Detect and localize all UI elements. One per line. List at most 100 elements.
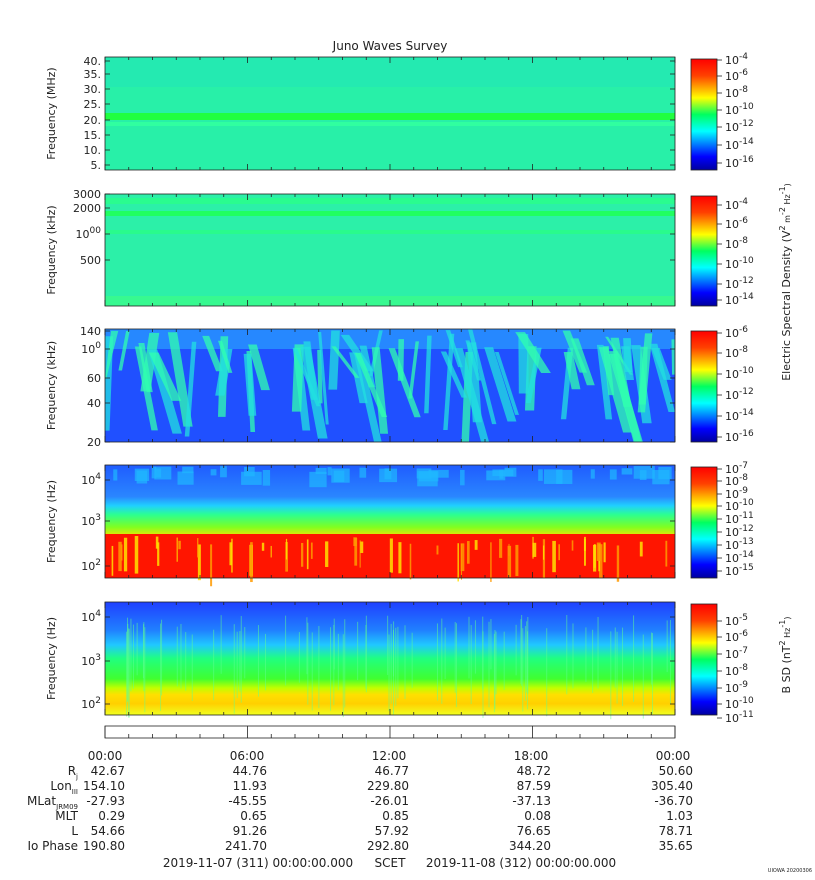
ephemeris-value: 91.26 [233, 824, 267, 838]
ephemeris-value: 87.59 [517, 779, 551, 793]
time-axis [104, 725, 676, 739]
colorbar-tick-label: 10-14 [725, 137, 754, 152]
ytick-label: 5. [91, 159, 102, 172]
time-label: 00:00 [88, 749, 123, 763]
ephemeris-value: -26.01 [370, 794, 409, 808]
ephemeris-value: 78.71 [659, 824, 693, 838]
colorbar-tick-label: 10-8 [725, 85, 748, 100]
time-label: 00:00 [656, 749, 691, 763]
footer-end-time: 2019-11-08 (312) 00:00:00.000 [426, 856, 616, 870]
colorbar-3: 10-6 10-8 10-10 10-12 10-14 10-16 [690, 325, 754, 444]
ephemeris-value: 241.70 [225, 839, 267, 853]
footer-version-tag: UIOWA 20200306 [768, 868, 812, 874]
ytick-label: 20 [87, 436, 101, 449]
colorbar-tick-label: 10-13 [725, 537, 754, 552]
ytick-label: 500 [80, 254, 101, 267]
colorbar-tick-label: 10-14 [725, 292, 754, 307]
ephemeris-value: 46.77 [375, 764, 409, 778]
magnetic-cbar-label: B SD (nT2 Hz-1) [778, 617, 793, 694]
spectrogram-panel-1: 40.35. 30. 25. 20. 15. 10. 5. Frequency (MHz) 10… [45, 52, 754, 172]
ephemeris-value: 190.80 [83, 839, 125, 853]
ephemeris-value: 292.80 [367, 839, 409, 853]
panel-ylabel: Frequency (Hz) [45, 480, 58, 563]
time-label: 18:00 [514, 749, 549, 763]
ytick-label: 103 [81, 653, 101, 668]
ephemeris-row-label: Io Phase [27, 839, 78, 853]
ytick-label: 20. [84, 114, 102, 127]
ephemeris-value: 42.67 [91, 764, 125, 778]
colorbar-tick-label: 10-12 [725, 524, 754, 539]
colorbar-tick-label: 10-6 [725, 68, 748, 83]
ytick-label: 35. [84, 68, 102, 81]
figure-title: Juno Waves Survey [332, 39, 448, 53]
ytick-label: 102 [81, 558, 101, 573]
ytick-label: 30. [84, 83, 102, 96]
colorbar-tick-label: 10-6 [725, 325, 748, 340]
ytick-label: 100 [81, 341, 101, 356]
ytick-label: 40 [87, 397, 101, 410]
colorbar-tick-label: 10-10 [725, 498, 754, 513]
colorbar-tick-label: 10-4 [725, 52, 748, 67]
ephemeris-value: 154.10 [83, 779, 125, 793]
ephemeris-value: -37.13 [512, 794, 551, 808]
time-label: 06:00 [230, 749, 265, 763]
ephemeris-table: 00:00 06:00 12:00 18:00 00:00 Rj 42.67 44.76 46.… [27, 749, 693, 853]
colorbar-tick-label: 10-5 [725, 613, 748, 628]
ytick-label: 104 [81, 472, 101, 487]
spectrogram-panel-4: 104 103 102 Frequency (Hz) 10-710-810-910-10… [45, 461, 754, 587]
panel-ylabel: Frequency (Hz) [45, 617, 58, 700]
ephemeris-row-label: MLT [55, 809, 78, 823]
colorbar-tick-label: 10-10 [725, 102, 754, 117]
time-label: 12:00 [372, 749, 407, 763]
colorbar-tick-label: 10-10 [725, 696, 754, 711]
spectrogram-panel-3: 140 100 60 40 20 Frequency (kHz) 10-6 10-8 10-10… [45, 325, 754, 449]
ephemeris-value: 50.60 [659, 764, 693, 778]
colorbar-tick-label: 10-11 [725, 511, 754, 526]
ytick-label: 15. [84, 129, 102, 142]
colorbar-tick-label: 10-14 [725, 408, 754, 423]
colorbar-tick-label: 10-14 [725, 550, 754, 565]
ephemeris-row-label: MLatJRM09 [27, 794, 78, 811]
colorbar-4: 10-710-810-910-1010-1110-1210-1310-1410-… [690, 461, 754, 579]
ephemeris-value: 76.65 [517, 824, 551, 838]
colorbar-tick-label: 10-15 [725, 563, 754, 578]
ephemeris-row-label: L [71, 824, 78, 838]
ephemeris-value: 344.20 [509, 839, 551, 853]
ytick-label: 10. [84, 144, 102, 157]
ytick-label: 3000 [73, 188, 101, 201]
colorbar-1: 10-410-6 10-8 10-10 10-12 10-14 10-16 [690, 52, 754, 171]
colorbar-tick-label: 10-10 [725, 366, 754, 381]
colorbar-tick-label: 10-8 [725, 473, 748, 488]
panel-ylabel: Frequency (MHz) [45, 67, 58, 159]
footer-start-time: 2019-11-07 (311) 00:00:00.000 [163, 856, 353, 870]
ephemeris-row-label: LonIII [50, 779, 78, 796]
ephemeris-value: -45.55 [228, 794, 267, 808]
colorbar-tick-label: 10-11 [725, 710, 754, 725]
colorbar-tick-label: 10-4 [725, 197, 748, 212]
ytick-label: 1000 [76, 226, 102, 241]
colorbar-tick-label: 10-7 [725, 461, 748, 476]
colorbar-tick-label: 10-10 [725, 256, 754, 271]
ytick-label: 40. [84, 55, 102, 68]
ytick-label: 102 [81, 696, 101, 711]
ephemeris-value: 0.29 [98, 809, 125, 823]
colorbar-tick-label: 10-12 [725, 387, 754, 402]
spectrogram-panels: 40.35. 30. 25. 20. 15. 10. 5. Frequency (MHz) 10… [45, 52, 754, 725]
footer-scet-label: SCET [375, 856, 407, 870]
colorbar-tick-label: 10-16 [725, 155, 754, 170]
colorbar-tick-label: 10-7 [725, 646, 748, 661]
electric-cbar-label: Electric Spectral Density (V2 m-2 Hz-1) [778, 183, 793, 381]
ephemeris-value: 305.40 [651, 779, 693, 793]
ephemeris-value: -36.70 [654, 794, 693, 808]
ephemeris-value: 57.92 [375, 824, 409, 838]
ephemeris-value: 44.76 [233, 764, 267, 778]
ephemeris-value: 48.72 [517, 764, 551, 778]
ephemeris-value: 11.93 [233, 779, 267, 793]
ytick-label: 25. [84, 98, 102, 111]
ephemeris-value: 229.80 [367, 779, 409, 793]
